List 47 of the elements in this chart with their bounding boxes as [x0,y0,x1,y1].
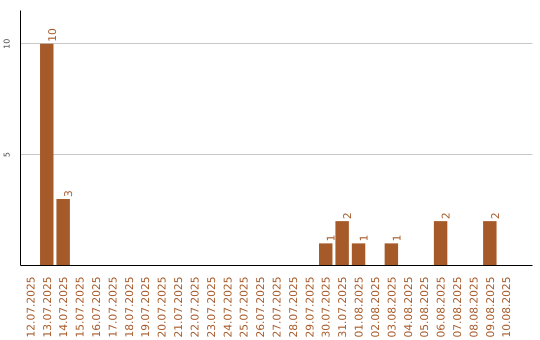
x-tick-label: 19.07.2025 [139,276,152,338]
bar [434,221,448,266]
x-tick-label: 25.07.2025 [238,276,251,338]
x-tick-label: 13.07.2025 [40,276,54,338]
bar [56,198,70,266]
x-tick-label: 15.07.2025 [74,276,87,338]
x-tick-label: 10.08.2025 [500,276,514,338]
x-tick-label: 14.07.2025 [57,276,70,338]
y-tick-label: 5 [2,152,12,158]
x-tick-label: 20.07.2025 [156,276,169,338]
x-tick-label: 09.08.2025 [484,276,497,338]
x-tick-label: 28.07.2025 [286,276,300,338]
bar [483,221,497,266]
bar [352,243,366,266]
bar [319,243,332,266]
x-tick-label: 22.07.2025 [188,276,202,338]
data-label: 2 [440,212,453,220]
x-tick-label: 31.07.2025 [336,276,350,338]
x-tick-label: 21.07.2025 [172,276,186,338]
data-label: 10 [46,28,59,42]
x-tick-label: 07.08.2025 [451,276,464,338]
bar [40,44,54,266]
bar [384,243,398,266]
x-tick-label: 12.07.2025 [24,276,38,338]
x-tick-label: 01.08.2025 [352,276,366,338]
data-label: 2 [488,212,502,220]
x-tick-label: 17.07.2025 [106,276,120,338]
data-label: 3 [62,190,76,197]
data-label: 2 [341,212,354,220]
x-tick-label: 26.07.2025 [254,276,268,338]
x-tick-label: 30.07.2025 [320,276,333,338]
data-label: 1 [324,234,338,242]
x-tick-label: 18.07.2025 [122,276,136,338]
bar [335,221,349,266]
x-tick-label: 24.07.2025 [221,276,234,338]
x-tick-label: 04.08.2025 [402,276,415,338]
x-tick-label: 06.08.2025 [434,276,448,338]
x-tick-label: 05.08.2025 [418,276,432,338]
x-tick-label: 27.07.2025 [270,276,284,338]
x-tick-label: 29.07.2025 [303,276,316,338]
x-tick-label: 03.08.2025 [385,276,398,338]
x-tick-label: 02.08.2025 [368,276,382,338]
data-label: 1 [390,234,404,242]
x-tick-label: 08.08.2025 [467,276,480,338]
data-label: 1 [358,234,371,242]
x-tick-label: 23.07.2025 [204,276,218,338]
x-tick-label: 16.07.2025 [90,276,103,338]
